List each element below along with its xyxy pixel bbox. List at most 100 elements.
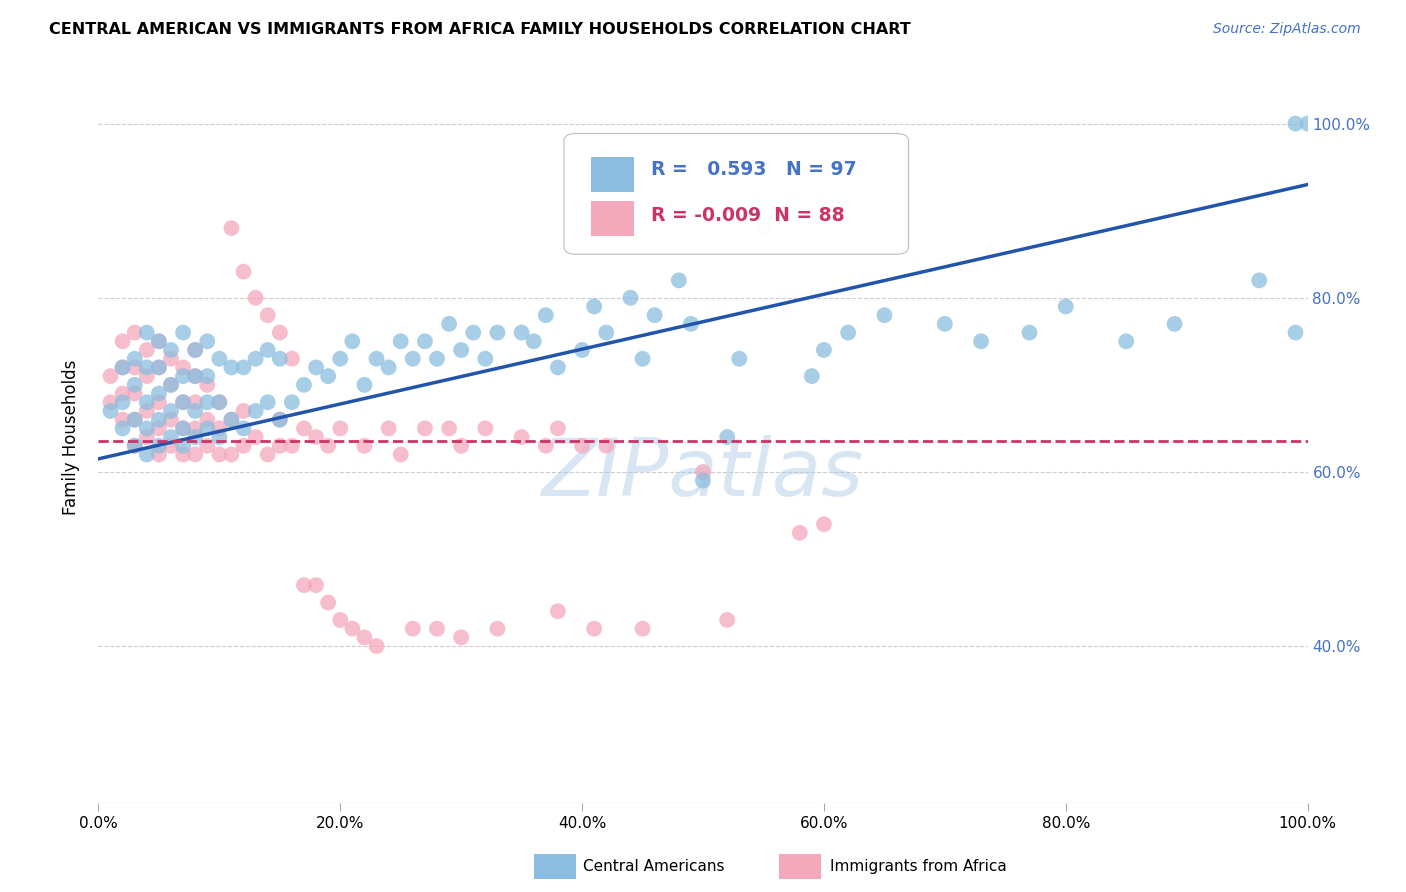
Point — [366, 639, 388, 653]
Point — [124, 412, 146, 426]
Point — [679, 317, 702, 331]
Point — [510, 326, 533, 340]
Point — [184, 369, 207, 384]
Point — [595, 326, 617, 340]
Point — [184, 343, 207, 357]
Point — [329, 421, 352, 435]
Point — [631, 622, 654, 636]
Point — [100, 395, 122, 409]
Point — [148, 386, 170, 401]
Point — [124, 326, 146, 340]
Text: R = -0.009  N = 88: R = -0.009 N = 88 — [651, 205, 845, 225]
Point — [752, 221, 775, 235]
Point — [245, 291, 267, 305]
Point — [1249, 273, 1271, 287]
Point — [292, 377, 315, 392]
Point — [329, 351, 352, 366]
Point — [269, 412, 291, 426]
Point — [160, 439, 183, 453]
Point — [184, 430, 207, 444]
Point — [353, 377, 375, 392]
Point — [195, 395, 218, 409]
Point — [111, 386, 134, 401]
Point — [256, 448, 278, 462]
Point — [172, 421, 194, 435]
Point — [256, 343, 278, 357]
Point — [668, 273, 690, 287]
Point — [135, 343, 157, 357]
Point — [148, 395, 170, 409]
Point — [111, 334, 134, 349]
Point — [474, 351, 496, 366]
Point — [148, 360, 170, 375]
Point — [208, 351, 231, 366]
Point — [292, 578, 315, 592]
Point — [135, 369, 157, 384]
Point — [353, 631, 375, 645]
Point — [172, 326, 194, 340]
Point — [510, 430, 533, 444]
Point — [644, 308, 666, 322]
Point — [135, 421, 157, 435]
Point — [269, 412, 291, 426]
Point — [184, 448, 207, 462]
Point — [148, 334, 170, 349]
Point — [124, 439, 146, 453]
FancyBboxPatch shape — [591, 157, 634, 192]
Point — [160, 377, 183, 392]
Point — [342, 334, 364, 349]
Point — [474, 421, 496, 435]
Point — [232, 439, 254, 453]
Point — [124, 360, 146, 375]
Point — [124, 386, 146, 401]
Point — [208, 448, 231, 462]
Point — [184, 395, 207, 409]
Point — [534, 308, 557, 322]
Point — [316, 439, 339, 453]
Point — [124, 439, 146, 453]
Point — [389, 448, 412, 462]
Point — [813, 343, 835, 357]
Point — [619, 291, 641, 305]
Point — [789, 525, 811, 540]
Point — [583, 622, 606, 636]
Point — [195, 439, 218, 453]
Point — [1296, 117, 1319, 131]
Point — [716, 613, 738, 627]
Point — [595, 439, 617, 453]
Point — [437, 421, 460, 435]
Point — [329, 613, 352, 627]
Point — [800, 369, 823, 384]
Point — [728, 351, 751, 366]
Point — [692, 474, 714, 488]
Point — [547, 421, 569, 435]
Point — [111, 421, 134, 435]
Point — [195, 412, 218, 426]
Point — [269, 439, 291, 453]
Point — [342, 622, 364, 636]
Point — [135, 360, 157, 375]
FancyBboxPatch shape — [564, 134, 908, 254]
Point — [160, 377, 183, 392]
Point — [100, 369, 122, 384]
Point — [172, 439, 194, 453]
Point — [160, 404, 183, 418]
Point — [148, 412, 170, 426]
Point — [970, 334, 993, 349]
Point — [523, 334, 546, 349]
Point — [402, 351, 425, 366]
Point — [1284, 117, 1306, 131]
Text: R =   0.593   N = 97: R = 0.593 N = 97 — [651, 161, 856, 179]
Point — [547, 604, 569, 618]
Point — [450, 343, 472, 357]
Point — [184, 343, 207, 357]
Point — [316, 595, 339, 609]
Point — [716, 430, 738, 444]
Point — [160, 343, 183, 357]
Point — [389, 334, 412, 349]
Point — [547, 360, 569, 375]
Point — [100, 404, 122, 418]
Point — [111, 412, 134, 426]
Point — [184, 404, 207, 418]
Point — [776, 203, 799, 218]
